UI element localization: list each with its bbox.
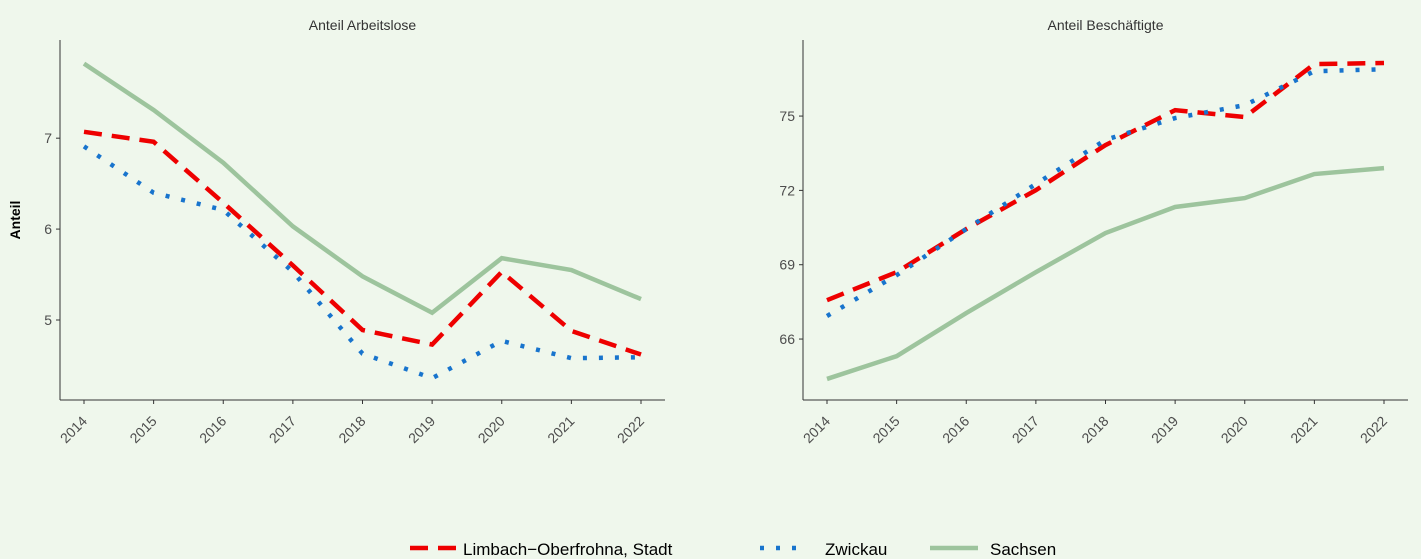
- x-tick-label: 2019: [1148, 413, 1181, 446]
- x-tick-label: 2022: [614, 413, 647, 446]
- x-tick-label: 2014: [57, 413, 90, 446]
- series-line: [826, 60, 1385, 303]
- x-tick-label: 2016: [939, 413, 972, 446]
- x-tick-label: 2020: [475, 413, 508, 446]
- series-line: [825, 66, 1385, 318]
- x-tick-label: 2020: [1218, 413, 1251, 446]
- x-tick-label: 2022: [1357, 413, 1390, 446]
- chart-title: Anteil Arbeitslose: [309, 17, 417, 33]
- y-tick-label: 75: [779, 108, 795, 124]
- y-tick-label: 72: [779, 182, 795, 198]
- x-tick-label: 2017: [1009, 413, 1042, 446]
- series-line: [82, 144, 642, 381]
- y-tick-label: 66: [779, 331, 795, 347]
- y-tick-label: 7: [44, 130, 52, 146]
- series-line: [82, 61, 642, 316]
- x-tick-label: 2014: [800, 413, 833, 446]
- x-tick-label: 2017: [266, 413, 299, 446]
- chart-title: Anteil Beschäftigte: [1048, 17, 1164, 33]
- y-tick-label: 69: [779, 257, 795, 273]
- x-tick-label: 2018: [335, 413, 368, 446]
- x-tick-label: 2021: [1287, 413, 1320, 446]
- y-tick-label: 5: [44, 312, 52, 328]
- legend-label: Sachsen: [990, 540, 1056, 559]
- x-tick-label: 2015: [126, 413, 159, 446]
- series-line: [83, 129, 642, 357]
- y-axis-label: Anteil: [7, 201, 23, 240]
- x-tick-label: 2021: [544, 413, 577, 446]
- x-tick-label: 2015: [869, 413, 902, 446]
- x-tick-label: 2018: [1078, 413, 1111, 446]
- series-line: [826, 165, 1385, 382]
- x-tick-label: 2016: [196, 413, 229, 446]
- y-tick-label: 6: [44, 221, 52, 237]
- x-tick-label: 2019: [405, 413, 438, 446]
- legend-label: Zwickau: [825, 540, 887, 559]
- legend-label: Limbach−Oberfrohna, Stadt: [463, 540, 673, 559]
